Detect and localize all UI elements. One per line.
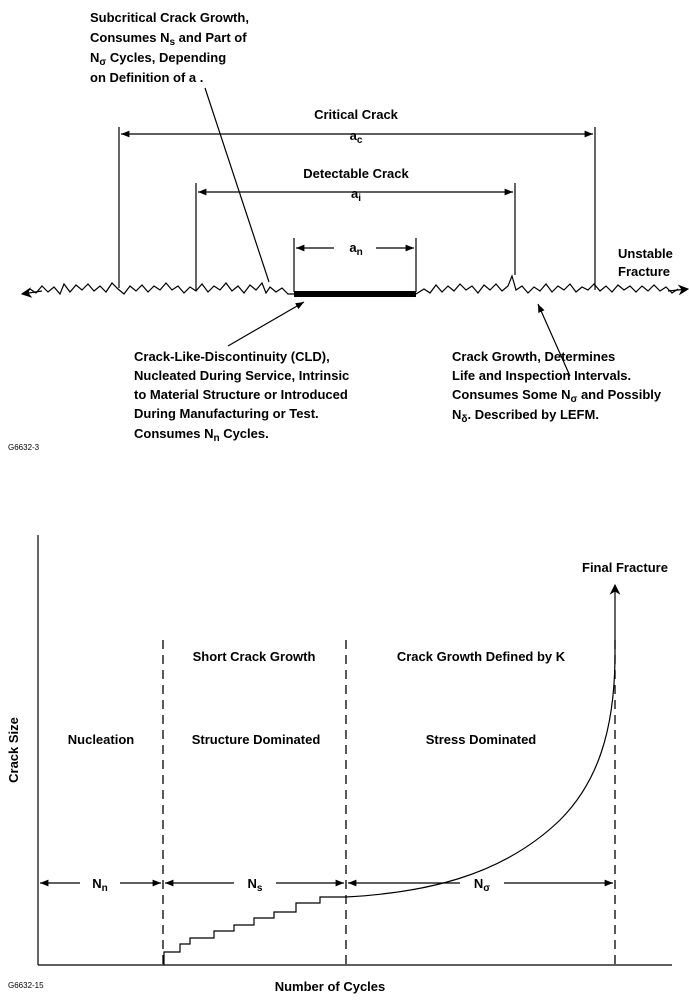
- phase-label-stress: Nσ: [474, 876, 490, 894]
- bottom-figure-id: G6632-15: [8, 981, 44, 990]
- critical-crack-title: Critical Crack: [314, 107, 399, 122]
- phase-bg-1: [80, 872, 120, 894]
- stress-dominated-label: Stress Dominated: [426, 732, 537, 747]
- crack-arrow-right: [667, 284, 689, 296]
- crack-arrow-left: [20, 287, 43, 298]
- k-growth-title: Crack Growth Defined by K: [397, 649, 566, 664]
- growth-label: Crack Growth, Determines Life and Inspec…: [452, 349, 665, 425]
- phase-label-nucleation: Nn: [92, 876, 108, 894]
- cld-pointer: [227, 301, 305, 347]
- final-fracture-label: Final Fracture: [582, 560, 668, 575]
- top-figure-id: G6632-3: [8, 443, 40, 452]
- y-axis-label: Crack Size: [6, 717, 21, 783]
- short-crack-staircase: [163, 896, 346, 965]
- unstable-label-line2: Fracture: [618, 264, 670, 279]
- critical-crack-symbol: ac: [350, 128, 363, 146]
- bottom-chart: Short Crack Growth Crack Growth Defined …: [6, 535, 672, 994]
- crack-path-left: [21, 281, 294, 296]
- cld-label: Crack-Like-Discontinuity (CLD), Nucleate…: [134, 349, 353, 444]
- short-crack-title: Short Crack Growth: [193, 649, 316, 664]
- phase-bg-2: [234, 872, 276, 894]
- nucleus-symbol: an: [349, 240, 362, 258]
- growth-pointer: [537, 303, 571, 377]
- subcritical-pointer: [204, 87, 270, 283]
- nucleation-label: Nucleation: [68, 732, 135, 747]
- subcritical-label: Subcritical Crack Growth, Consumes Ns an…: [90, 10, 253, 85]
- phase-label-short-crack: Ns: [248, 876, 263, 894]
- crack-path-right: [415, 274, 679, 295]
- top-diagram: Subcritical Crack Growth, Consumes Ns an…: [8, 10, 689, 452]
- detectable-crack-title: Detectable Crack: [303, 166, 409, 181]
- stress-growth-curve: [345, 659, 616, 898]
- unstable-label-line1: Unstable: [618, 246, 673, 261]
- detectable-crack-symbol: ai: [351, 186, 361, 204]
- structure-dominated-label: Structure Dominated: [192, 732, 321, 747]
- phase-bg-3: [460, 872, 504, 894]
- x-axis-label: Number of Cycles: [275, 979, 386, 994]
